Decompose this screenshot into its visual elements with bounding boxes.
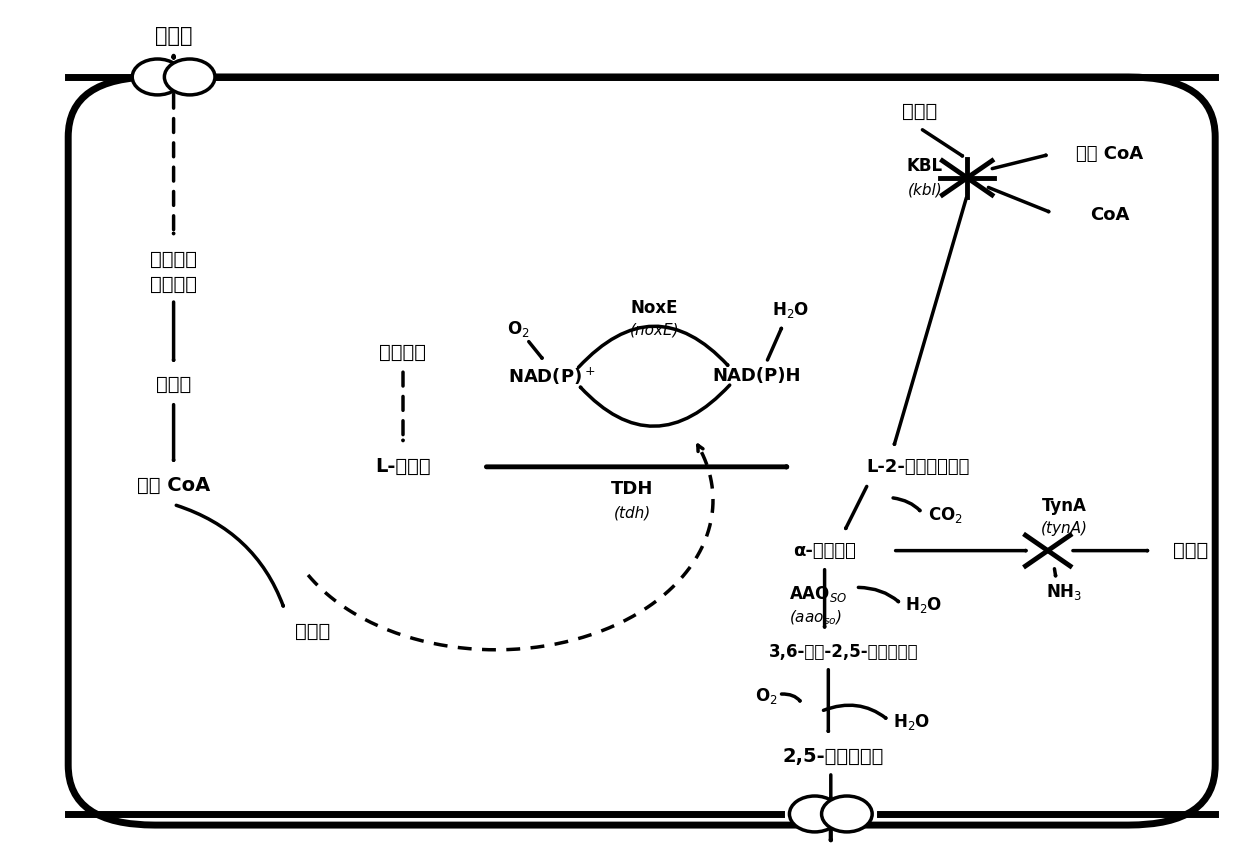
Text: 葡萄糖: 葡萄糖 bbox=[155, 26, 192, 46]
Text: CoA: CoA bbox=[1090, 206, 1130, 225]
Text: NAD(P)H: NAD(P)H bbox=[712, 367, 801, 386]
Text: 3,6-二氢-2,5-二甲基吡嗪: 3,6-二氢-2,5-二甲基吡嗪 bbox=[769, 642, 918, 661]
Text: L-2-氨基乙酰乙酸: L-2-氨基乙酰乙酸 bbox=[866, 457, 970, 476]
Text: AAO$_{SO}$: AAO$_{SO}$ bbox=[789, 584, 847, 604]
Text: L-苏氨酸: L-苏氨酸 bbox=[376, 457, 430, 476]
Text: (tynA): (tynA) bbox=[1040, 521, 1087, 536]
Text: 甘氨酸: 甘氨酸 bbox=[903, 102, 937, 121]
Text: (noxE): (noxE) bbox=[630, 322, 680, 338]
Text: 柠檬酸: 柠檬酸 bbox=[295, 622, 330, 640]
Text: α-氨基丙酮: α-氨基丙酮 bbox=[794, 541, 856, 560]
Text: 草酰乙酸: 草酰乙酸 bbox=[379, 343, 427, 362]
Text: 乙酰 CoA: 乙酰 CoA bbox=[136, 476, 211, 495]
Text: CO$_2$: CO$_2$ bbox=[928, 504, 962, 525]
Ellipse shape bbox=[790, 796, 839, 832]
Text: H$_2$O: H$_2$O bbox=[773, 299, 810, 320]
Text: KBL: KBL bbox=[906, 156, 942, 175]
Text: 2,5-二甲基吡嗪: 2,5-二甲基吡嗪 bbox=[782, 747, 884, 766]
Text: 磷酸烯醇: 磷酸烯醇 bbox=[150, 251, 197, 269]
Text: 式丙酮酸: 式丙酮酸 bbox=[150, 275, 197, 294]
FancyBboxPatch shape bbox=[68, 77, 1215, 825]
Ellipse shape bbox=[822, 796, 872, 832]
Text: TDH: TDH bbox=[611, 480, 653, 498]
Text: NAD(P)$^+$: NAD(P)$^+$ bbox=[508, 366, 595, 386]
Text: H$_2$O: H$_2$O bbox=[893, 711, 930, 732]
Text: NH$_3$: NH$_3$ bbox=[1045, 581, 1083, 602]
Text: H$_2$O: H$_2$O bbox=[905, 595, 942, 616]
Text: NoxE: NoxE bbox=[631, 298, 678, 317]
Text: O$_2$: O$_2$ bbox=[507, 319, 529, 339]
Text: 丙酮醛: 丙酮醛 bbox=[1173, 541, 1208, 560]
Text: 丙酮酸: 丙酮酸 bbox=[156, 375, 191, 394]
Text: (kbl): (kbl) bbox=[908, 182, 942, 198]
Ellipse shape bbox=[165, 59, 215, 95]
Text: TynA: TynA bbox=[1042, 497, 1086, 516]
Text: O$_2$: O$_2$ bbox=[755, 686, 777, 706]
Ellipse shape bbox=[133, 59, 182, 95]
Text: (aao$_{so}$): (aao$_{so}$) bbox=[789, 608, 842, 627]
Text: 乙酰 CoA: 乙酰 CoA bbox=[1076, 144, 1143, 163]
Text: (tdh): (tdh) bbox=[614, 505, 651, 521]
